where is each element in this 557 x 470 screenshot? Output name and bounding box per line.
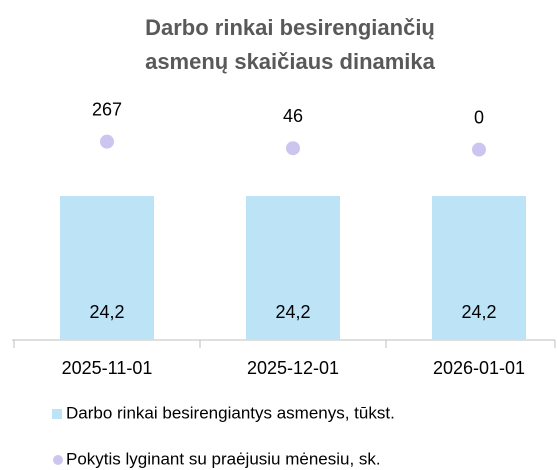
x-tick-label: 2025-11-01 [62,358,153,378]
dot [472,142,486,157]
x-tick-label: 2026-01-01 [433,358,525,378]
chart-title: asmenų skaičiaus dinamika [145,49,436,74]
bar [432,196,526,340]
legend-marker [53,455,63,465]
x-tick-label: 2025-12-01 [247,358,339,378]
bar [60,196,154,340]
bar-label: 24,2 [89,302,124,322]
dot-label: 267 [92,99,122,119]
chart-title: Darbo rinkai besirengiančių [145,15,435,40]
dot-label: 0 [474,107,484,127]
dot [286,141,300,156]
dot-label: 46 [283,106,303,126]
legend-label: Pokytis lyginant su praėjusiu mėnesiu, s… [66,449,381,468]
bar-label: 24,2 [461,302,496,322]
bar [246,196,340,340]
bar-label: 24,2 [275,302,310,322]
dot [100,134,114,149]
legend-label: Darbo rinkai besirengiantys asmenys, tūk… [66,403,395,422]
legend-marker [52,409,62,419]
